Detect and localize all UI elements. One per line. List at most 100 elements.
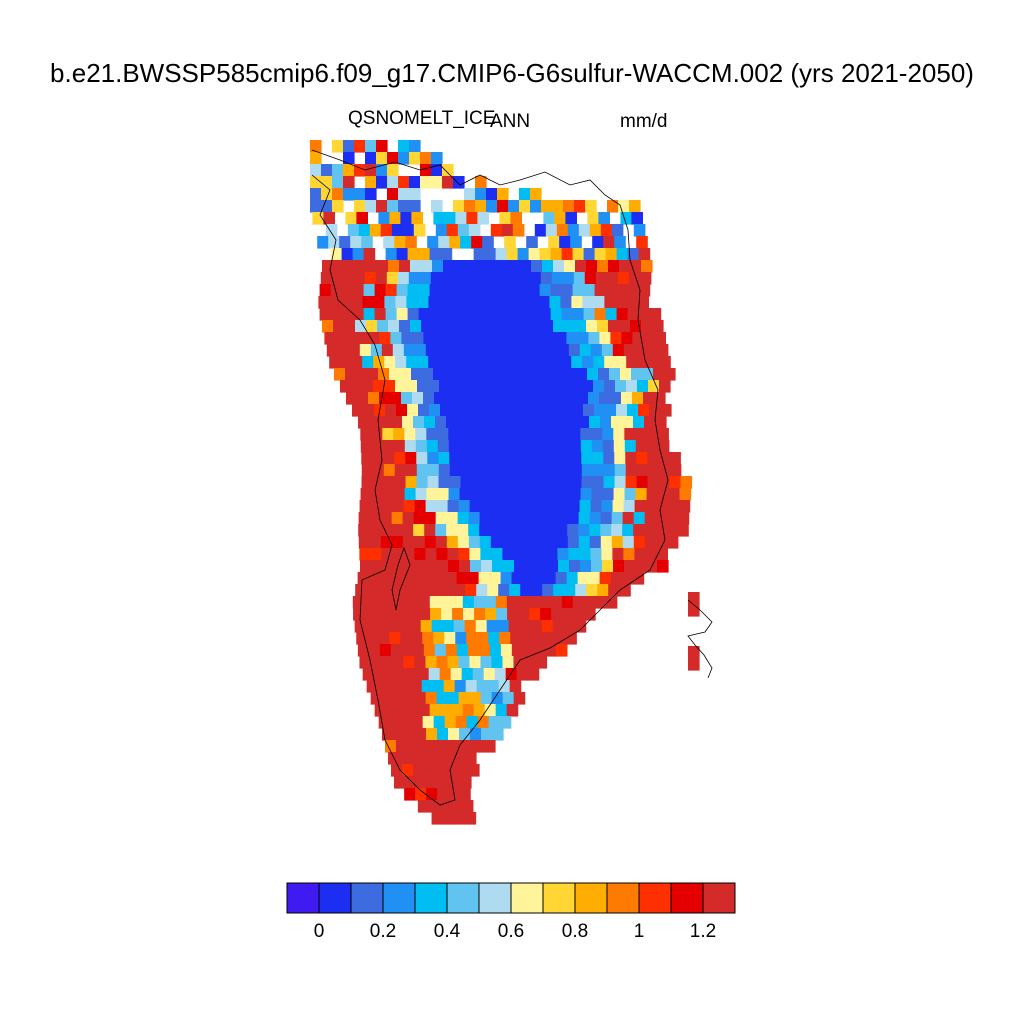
map-cell (591, 428, 603, 441)
map-cell (517, 248, 530, 261)
map-cell (627, 404, 639, 417)
map-cell (438, 464, 451, 477)
map-cell (557, 548, 569, 561)
map-cell (358, 536, 371, 549)
map-cell (574, 200, 586, 213)
map-cell (341, 308, 354, 321)
map-cell (345, 212, 357, 225)
map-cell (645, 344, 658, 357)
map-cell (514, 560, 526, 573)
map-cell (475, 176, 487, 189)
map-cell (437, 788, 449, 801)
map-cell (658, 476, 671, 489)
map-cell (393, 488, 406, 501)
map-cell (398, 152, 410, 165)
map-cell (456, 392, 468, 405)
map-cell (405, 464, 418, 477)
map-cell (539, 248, 552, 261)
map-cell (418, 248, 431, 261)
map-cell (523, 416, 535, 429)
map-cell (524, 500, 537, 513)
map-cell (397, 272, 410, 285)
map-cell (522, 572, 535, 585)
map-cell (484, 284, 497, 297)
map-cell (488, 632, 500, 645)
map-cell (435, 524, 447, 537)
map-cell (602, 560, 614, 573)
map-cell (412, 392, 424, 405)
map-cell (347, 224, 360, 237)
map-cell (429, 740, 441, 753)
map-cell (400, 212, 412, 225)
map-cell (416, 452, 428, 465)
map-cell (519, 200, 531, 213)
map-cell (417, 356, 429, 369)
map-cell (385, 404, 397, 417)
map-cell (435, 764, 447, 777)
map-cell (434, 392, 446, 405)
map-cell (333, 320, 345, 333)
map-cell (471, 452, 483, 465)
map-cell (619, 320, 631, 333)
map-cell (549, 356, 561, 369)
map-cell (512, 512, 525, 525)
map-cell (459, 788, 471, 801)
map-cell (592, 464, 605, 477)
map-cell (481, 488, 494, 501)
map-cell (554, 632, 566, 645)
map-cell (324, 332, 336, 345)
map-cell (418, 596, 431, 609)
map-cell (472, 356, 484, 369)
map-cell (417, 380, 429, 393)
map-cell (590, 548, 602, 561)
map-cell (484, 248, 497, 261)
map-cell (644, 536, 657, 549)
map-cell (479, 416, 491, 429)
map-cell (399, 260, 411, 273)
map-cell (490, 524, 502, 537)
map-cell (449, 236, 461, 249)
map-cell (394, 464, 407, 477)
colorbar-swatch (286, 882, 320, 914)
colorbar-swatch (382, 882, 416, 914)
map-cell (522, 644, 535, 657)
map-cell (534, 524, 546, 537)
colorbar-tick-label: 0.8 (562, 921, 588, 942)
map-cell (402, 224, 415, 237)
map-cell (506, 404, 518, 417)
map-cell (608, 320, 620, 333)
map-cell (521, 632, 533, 645)
map-cell (605, 308, 618, 321)
map-cell (446, 524, 458, 537)
map-cell (441, 608, 453, 621)
map-cell (669, 464, 682, 477)
map-cell (360, 440, 373, 453)
map-cell (383, 464, 396, 477)
map-cell (525, 440, 538, 453)
map-cell (577, 572, 590, 585)
map-cell (642, 368, 654, 381)
map-cell (554, 212, 566, 225)
map-cell (624, 428, 636, 441)
map-cell (534, 224, 547, 237)
map-cell (384, 296, 396, 309)
map-cell (484, 740, 496, 753)
map-cell (394, 476, 407, 489)
map-cell (484, 596, 497, 609)
map-cell (393, 428, 405, 441)
map-cell (569, 488, 582, 501)
map-cell (474, 608, 486, 621)
map-cell (354, 188, 366, 201)
map-cell (501, 416, 513, 429)
map-cell (391, 536, 404, 549)
map-cell (496, 272, 509, 285)
map-cell (415, 488, 428, 501)
map-cell (358, 512, 371, 525)
map-cell (625, 452, 637, 465)
map-cell (388, 584, 400, 597)
map-cell (460, 776, 472, 789)
colorbar-swatch (478, 882, 512, 914)
map-cell (365, 188, 377, 201)
map-cell (340, 380, 352, 393)
map-cell (626, 296, 638, 309)
